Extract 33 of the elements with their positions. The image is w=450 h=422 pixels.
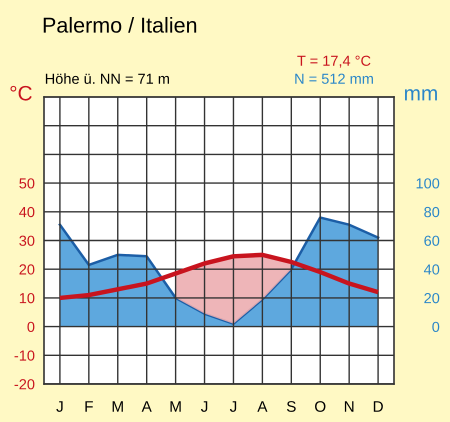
text: T = 17,4 °C — [297, 56, 370, 68]
y2-tick-label: 20 — [424, 293, 440, 304]
y-tick-label: 0 — [27, 322, 34, 332]
x-tick-label: A — [142, 401, 152, 412]
chart-title: Palermo / Italien — [44, 16, 196, 33]
y2-axis-title: mm — [404, 89, 437, 100]
y-tick-label: 20 — [19, 264, 34, 275]
x-tick-label: F — [85, 401, 93, 412]
y-tick-label: 30 — [19, 236, 34, 246]
y-tick-label: -20 — [14, 379, 34, 390]
x-tick-label: D — [374, 401, 383, 412]
y2-tick-label: 100 — [416, 178, 440, 189]
y2-tick-label: 40 — [424, 264, 440, 275]
y-axis-title: °C — [10, 86, 32, 101]
x-tick-label: J — [200, 401, 208, 412]
text: Höhe ü. NN = 71 m — [46, 73, 169, 84]
y2-tick-label: 80 — [424, 206, 440, 218]
y2-tick-label: 0 — [432, 322, 440, 332]
y-tick-label: 40 — [19, 206, 34, 218]
x-tick-label: M — [112, 401, 123, 412]
x-tick-label: N — [344, 401, 354, 412]
y-tick-label: 10 — [20, 293, 34, 304]
x-tick-label: S — [286, 401, 296, 412]
x-tick-label: J — [56, 401, 63, 412]
y-tick-label: -10 — [14, 350, 34, 361]
y-tick-label: 50 — [19, 178, 34, 189]
x-tick-label: J — [230, 401, 236, 412]
y2-tick-label: 60 — [424, 236, 440, 246]
x-tick-label: M — [170, 401, 181, 412]
x-tick-label: O — [315, 401, 326, 412]
line-series — [58, 252, 380, 300]
text: N = 512 mm — [295, 74, 373, 84]
x-tick-label: A — [257, 401, 268, 412]
